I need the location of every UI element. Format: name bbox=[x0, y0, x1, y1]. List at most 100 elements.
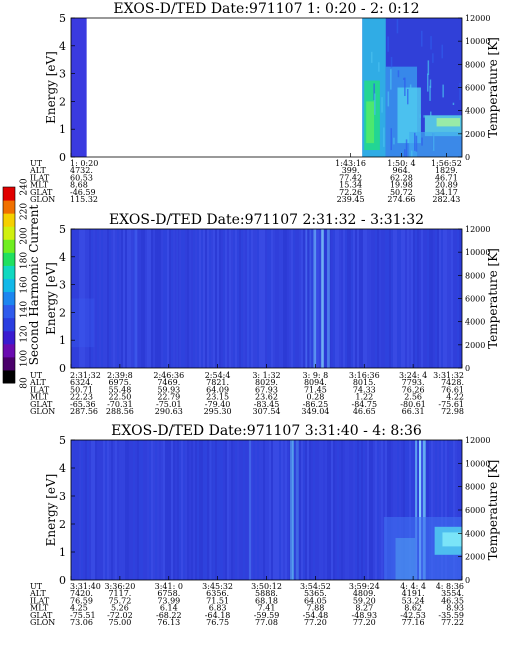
data-column bbox=[105, 229, 108, 368]
y-tick-label: 0 bbox=[59, 362, 66, 375]
data-column bbox=[147, 229, 150, 368]
data-column bbox=[381, 229, 384, 368]
data-column bbox=[327, 440, 330, 580]
table-cell: 59.20 bbox=[353, 596, 376, 605]
table-cell: 2:31:32 bbox=[70, 371, 101, 380]
data-streak bbox=[374, 93, 376, 115]
y-axis-label: Energy [eV] bbox=[44, 262, 58, 335]
table-row-label: UT bbox=[30, 159, 43, 168]
y-tick-label: 3 bbox=[59, 279, 66, 292]
data-column bbox=[375, 440, 378, 580]
data-column bbox=[209, 440, 212, 580]
table-cell: 23.62 bbox=[255, 393, 278, 402]
data-column bbox=[429, 440, 432, 580]
data-patch bbox=[397, 87, 421, 144]
table-cell: 4732. bbox=[70, 166, 93, 175]
data-column bbox=[219, 440, 222, 580]
y2-axis-label: Temperature [K] bbox=[486, 37, 500, 138]
data-column bbox=[423, 229, 426, 368]
table-cell: 1:50: 4 bbox=[387, 159, 415, 168]
data-column bbox=[449, 440, 452, 580]
table-cell: 3554. bbox=[441, 589, 464, 598]
data-column bbox=[107, 229, 110, 368]
table-cell: -80.61 bbox=[400, 400, 426, 409]
table-cell: 4809. bbox=[353, 589, 376, 598]
y-tick-label: 0 bbox=[59, 151, 66, 164]
table-cell: 1:43:16 bbox=[335, 159, 366, 168]
data-column bbox=[427, 440, 430, 580]
data-column bbox=[113, 440, 116, 580]
table-cell: 349.04 bbox=[301, 407, 329, 416]
data-column bbox=[309, 440, 312, 580]
data-column bbox=[149, 440, 152, 580]
heatmap-area bbox=[71, 229, 462, 368]
table-cell: 295.30 bbox=[204, 407, 232, 416]
y-tick-label: 5 bbox=[59, 223, 66, 236]
data-streak bbox=[405, 139, 408, 157]
y-tick-label: 5 bbox=[59, 434, 66, 447]
colorbar-segment bbox=[3, 304, 15, 319]
data-column bbox=[161, 229, 164, 368]
table-cell: 77.08 bbox=[255, 618, 278, 627]
table-cell: 8.68 bbox=[70, 181, 88, 190]
table-cell: 288.56 bbox=[106, 407, 134, 416]
data-column bbox=[207, 229, 210, 368]
table-cell: 3:41: 0 bbox=[155, 582, 183, 591]
data-column bbox=[259, 229, 262, 368]
data-column bbox=[391, 229, 394, 368]
table-cell: 3:31:40 bbox=[70, 582, 101, 591]
data-column bbox=[119, 229, 122, 368]
data-column bbox=[393, 229, 396, 368]
data-column bbox=[357, 229, 360, 368]
data-column bbox=[271, 229, 274, 368]
data-column bbox=[397, 229, 400, 368]
data-column bbox=[365, 440, 368, 580]
data-column bbox=[353, 229, 356, 368]
data-column bbox=[81, 229, 84, 368]
colorbar-segment bbox=[3, 252, 15, 266]
table-cell: -59.59 bbox=[254, 611, 280, 620]
table-cell: 7428. bbox=[441, 378, 464, 387]
data-streak bbox=[409, 84, 412, 90]
data-column bbox=[189, 440, 192, 580]
data-column bbox=[441, 440, 444, 580]
data-column bbox=[421, 440, 424, 580]
data-column bbox=[179, 440, 182, 580]
ephemeris-table: UTALTILATMLTGLATGLON2:31:326324.50.7122.… bbox=[29, 371, 464, 416]
data-column bbox=[95, 440, 98, 580]
colorbar-frame bbox=[2, 186, 16, 384]
data-column bbox=[145, 440, 148, 580]
table-cell: 3:16:36 bbox=[349, 371, 380, 380]
data-column bbox=[451, 229, 454, 368]
colorbar-segment bbox=[3, 265, 15, 279]
data-column bbox=[181, 229, 184, 368]
colorbar-tick-label: 80 bbox=[20, 377, 30, 389]
table-cell: 77.22 bbox=[441, 618, 464, 627]
data-column bbox=[277, 229, 280, 368]
y2-tick-label: 4000 bbox=[465, 318, 485, 327]
data-column bbox=[405, 440, 408, 580]
data-streak bbox=[387, 36, 389, 52]
data-column bbox=[197, 440, 200, 580]
data-column bbox=[89, 229, 92, 368]
data-column bbox=[261, 440, 264, 580]
data-column bbox=[99, 440, 102, 580]
data-streak bbox=[393, 137, 395, 145]
y2-tick-label: 2000 bbox=[465, 130, 485, 139]
y-tick-label: 3 bbox=[59, 490, 66, 503]
data-column bbox=[415, 229, 418, 368]
table-cell: 6.14 bbox=[160, 604, 178, 613]
data-column bbox=[413, 440, 416, 580]
data-column bbox=[253, 229, 256, 368]
table-cell: 6975. bbox=[108, 378, 131, 387]
data-column bbox=[79, 440, 82, 580]
data-column bbox=[429, 229, 432, 368]
table-cell: -75.01 bbox=[156, 400, 182, 409]
data-column bbox=[103, 229, 106, 368]
data-column bbox=[283, 440, 286, 580]
data-column bbox=[295, 229, 298, 368]
colorbar-tick-label: 220 bbox=[20, 203, 30, 220]
table-cell: 73.99 bbox=[157, 596, 180, 605]
data-column bbox=[349, 440, 352, 580]
data-column bbox=[323, 229, 326, 368]
